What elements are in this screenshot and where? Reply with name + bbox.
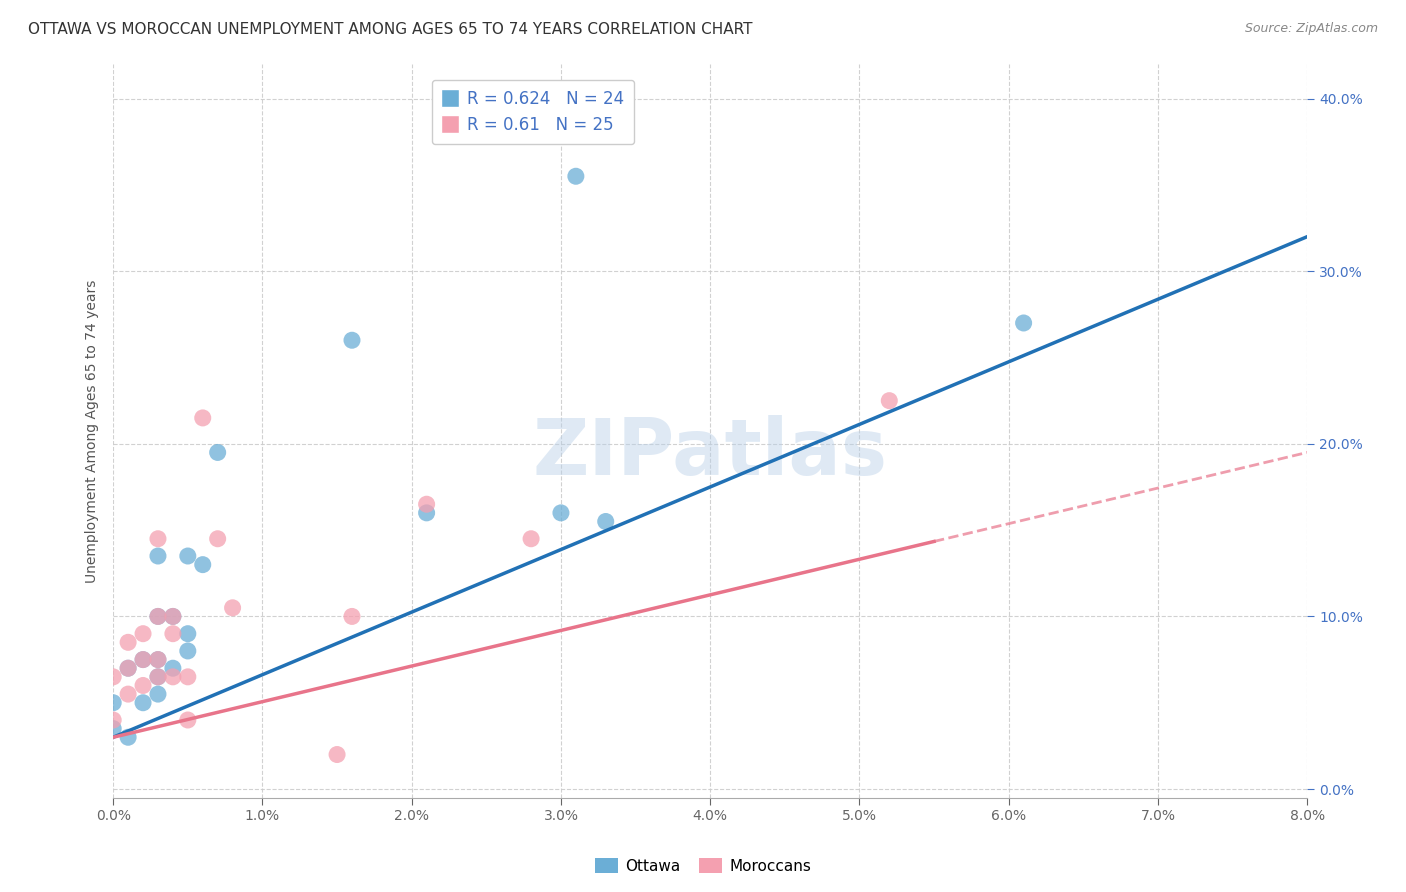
Point [132, 626, 155, 640]
Point [117, 687, 139, 701]
Point [162, 626, 184, 640]
Point [146, 609, 169, 624]
Point [565, 169, 588, 184]
Point [207, 532, 229, 546]
Point [162, 670, 184, 684]
Point [162, 609, 184, 624]
Point [177, 713, 200, 727]
Point [146, 549, 169, 563]
Point [340, 333, 363, 347]
Point [879, 393, 901, 408]
Point [1012, 316, 1035, 330]
Point [146, 532, 169, 546]
Point [117, 661, 139, 675]
Point [520, 532, 543, 546]
Point [177, 549, 200, 563]
Point [146, 652, 169, 666]
Point [595, 515, 617, 529]
Point [146, 687, 169, 701]
Point [103, 722, 125, 736]
Point [146, 670, 169, 684]
Point [132, 652, 155, 666]
Point [221, 600, 243, 615]
Point [132, 696, 155, 710]
Point [117, 731, 139, 745]
Point [117, 635, 139, 649]
Point [415, 497, 437, 511]
Legend: R = 0.624   N = 24, R = 0.61   N = 25: R = 0.624 N = 24, R = 0.61 N = 25 [432, 79, 634, 145]
Point [162, 609, 184, 624]
Point [191, 411, 214, 425]
Point [550, 506, 572, 520]
Point [207, 445, 229, 459]
Point [340, 609, 363, 624]
Text: OTTAWA VS MOROCCAN UNEMPLOYMENT AMONG AGES 65 TO 74 YEARS CORRELATION CHART: OTTAWA VS MOROCCAN UNEMPLOYMENT AMONG AG… [28, 22, 752, 37]
Point [146, 670, 169, 684]
Point [103, 670, 125, 684]
Point [177, 626, 200, 640]
Point [191, 558, 214, 572]
Text: ZIPatlas: ZIPatlas [533, 415, 887, 491]
Point [103, 696, 125, 710]
Point [146, 609, 169, 624]
Point [177, 670, 200, 684]
Point [132, 678, 155, 692]
Point [132, 652, 155, 666]
Text: Source: ZipAtlas.com: Source: ZipAtlas.com [1244, 22, 1378, 36]
Y-axis label: Unemployment Among Ages 65 to 74 years: Unemployment Among Ages 65 to 74 years [86, 279, 100, 582]
Legend: Ottawa, Moroccans: Ottawa, Moroccans [589, 852, 817, 880]
Point [162, 661, 184, 675]
Point [415, 506, 437, 520]
Point [146, 652, 169, 666]
Point [177, 644, 200, 658]
Point [103, 713, 125, 727]
Point [326, 747, 349, 762]
Point [117, 661, 139, 675]
